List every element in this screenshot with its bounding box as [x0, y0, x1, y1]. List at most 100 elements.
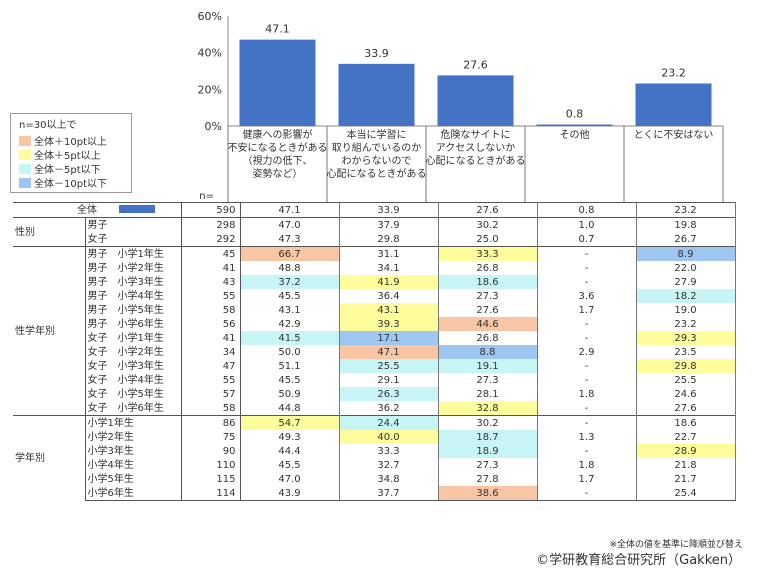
- value-cell: -: [536, 373, 637, 387]
- table-row: 女子 292 47.3 29.8 25.0 0.7 26.7: [13, 232, 736, 247]
- n-cell: 55: [180, 373, 241, 387]
- value-cell: 45.5: [239, 458, 340, 472]
- category-label: 危険なサイトにアクセスしないか心配になるときがある: [426, 129, 526, 167]
- value-cell: 29.1: [338, 373, 439, 387]
- legend-swatch: [19, 164, 31, 174]
- table-row: 男子 小学6年生 56 42.9 39.3 44.6-23.2: [13, 317, 736, 331]
- table-row-total: 全体 590 47.1 33.9 27.6 0.8 23.2: [13, 202, 736, 218]
- value-cell: 36.4: [338, 289, 439, 303]
- value-cell: -: [536, 486, 637, 501]
- value-cell: 18.6: [635, 415, 736, 430]
- value-cell: 1.8: [536, 458, 637, 472]
- value-cell: 32.8: [437, 401, 538, 416]
- value-cell: 1.7: [536, 303, 637, 317]
- bar: [437, 75, 514, 126]
- table-row: 男子 小学2年生 41 48.8 34.1 26.8-22.0: [13, 261, 736, 275]
- row-label: 男子 小学3年生: [85, 275, 182, 289]
- value-cell: 39.3: [338, 317, 439, 331]
- row-label: 小学6年生: [85, 486, 182, 501]
- value-cell: 21.7: [635, 472, 736, 486]
- value-cell: 19.1: [437, 359, 538, 373]
- legend-swatch: [19, 150, 31, 160]
- category-label: その他: [560, 128, 590, 141]
- data-table: 全体 590 47.1 33.9 27.6 0.8 23.2 性別 男子 298 47.0 37.9 3…: [13, 202, 736, 501]
- value-cell: 34.1: [338, 261, 439, 275]
- n-cell: 45: [180, 246, 241, 261]
- n-cell: 590: [180, 202, 241, 218]
- value-cell: 18.2: [635, 289, 736, 303]
- value-cell: 28.1: [437, 387, 538, 401]
- copyright: ©学研教育総合研究所（Gakken）: [536, 553, 741, 568]
- legend-swatch: [19, 178, 31, 188]
- value-cell: 43.9: [239, 486, 340, 501]
- n-cell: 43: [180, 275, 241, 289]
- value-cell: -: [536, 275, 637, 289]
- row-label: 男子 小学6年生: [85, 317, 182, 331]
- table-row: 男子 小学3年生 43 37.2 41.9 18.6-27.9: [13, 275, 736, 289]
- legend-swatch: [19, 136, 31, 146]
- value-cell: 18.7: [437, 430, 538, 444]
- value-cell: 26.7: [635, 232, 736, 247]
- value-cell: 29.3: [635, 331, 736, 345]
- value-cell: 25.5: [635, 373, 736, 387]
- table-row: 女子 小学6年生 58 44.8 36.2 32.8-27.6: [13, 401, 736, 416]
- value-cell: 27.9: [635, 275, 736, 289]
- row-label: 男子 小学5年生: [85, 303, 182, 317]
- n-cell: 47: [180, 359, 241, 373]
- value-cell: 2.9: [536, 345, 637, 359]
- n-header: n=: [199, 191, 214, 202]
- category-label: 健康への影響が不安になるときがある（視力の低下、姿勢など）: [228, 128, 328, 180]
- n-cell: 41: [180, 261, 241, 275]
- table-row: 小学2年生 75 49.3 40.0 18.7 1.3 22.7: [13, 430, 736, 444]
- value-cell: 24.6: [635, 387, 736, 401]
- value-cell: 26.8: [437, 331, 538, 345]
- value-cell: -: [536, 359, 637, 373]
- value-cell: 21.8: [635, 458, 736, 472]
- table-row: 性学年別 男子 小学1年生 45 66.7 31.1 33.3-8.9: [13, 246, 736, 416]
- table-row: 女子 小学3年生 47 51.1 25.5 19.1-29.8: [13, 359, 736, 373]
- value-cell: 23.5: [635, 345, 736, 359]
- value-cell: 22.7: [635, 430, 736, 444]
- data-label: 27.6: [463, 58, 488, 71]
- value-cell: 27.3: [437, 289, 538, 303]
- value-cell: 44.6: [437, 317, 538, 331]
- n-cell: 114: [180, 486, 241, 501]
- value-cell: 49.3: [239, 430, 340, 444]
- value-cell: 33.3: [437, 246, 538, 261]
- group-label: 性別: [13, 217, 86, 247]
- value-cell: 45.5: [239, 289, 340, 303]
- legend-item-minus5: 全体－5pt以下: [19, 164, 101, 178]
- row-label: 女子 小学6年生: [85, 401, 182, 416]
- row-label: 小学4年生: [85, 458, 182, 472]
- n-cell: 86: [180, 415, 241, 430]
- value-cell: 51.1: [239, 359, 340, 373]
- data-label: 47.1: [265, 23, 290, 36]
- category-label: 本当に学習に取り組んでいるのかわからないので心配になるときがある: [327, 128, 427, 180]
- value-cell: 27.6: [635, 401, 736, 416]
- value-cell: 0.7: [536, 232, 637, 247]
- group-label: 学年別: [13, 415, 86, 501]
- value-cell: 50.0: [239, 345, 340, 359]
- total-label-cell: 全体: [13, 202, 182, 218]
- table-row: 女子 小学1年生 41 41.5 17.1 26.8-29.3: [13, 331, 736, 345]
- y-tick-label: 40%: [198, 47, 222, 60]
- value-cell: -: [536, 415, 637, 430]
- value-cell: 23.2: [635, 202, 736, 218]
- value-cell: 8.8: [437, 345, 538, 359]
- value-cell: 37.9: [338, 217, 439, 232]
- row-label: 男子 小学2年生: [85, 261, 182, 275]
- n-cell: 115: [180, 472, 241, 486]
- category-label: とくに不安はない: [634, 128, 714, 141]
- table-row: 男子 小学5年生 58 43.1 43.1 27.6 1.7 19.0: [13, 303, 736, 317]
- bar: [536, 124, 613, 126]
- value-cell: 32.7: [338, 458, 439, 472]
- value-cell: 27.3: [437, 458, 538, 472]
- value-cell: 44.8: [239, 401, 340, 416]
- value-cell: -: [536, 261, 637, 275]
- value-cell: 47.1: [239, 202, 340, 218]
- value-cell: 33.9: [338, 202, 439, 218]
- value-cell: 30.2: [437, 217, 538, 232]
- bar: [635, 83, 712, 126]
- value-cell: 42.9: [239, 317, 340, 331]
- value-cell: 43.1: [239, 303, 340, 317]
